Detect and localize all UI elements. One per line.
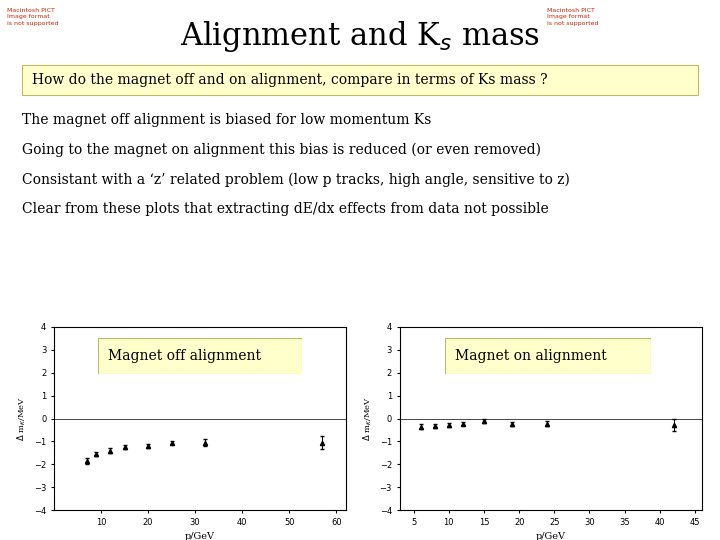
FancyBboxPatch shape	[22, 65, 698, 94]
Text: Macintosh PICT
Image format
is not supported: Macintosh PICT Image format is not suppo…	[7, 8, 59, 25]
Text: How do the magnet off and on alignment, compare in terms of Ks mass ?: How do the magnet off and on alignment, …	[32, 73, 547, 86]
X-axis label: p/GeV: p/GeV	[185, 532, 215, 540]
Text: Clear from these plots that extracting dE/dx effects from data not possible: Clear from these plots that extracting d…	[22, 202, 549, 217]
Y-axis label: $\Delta$ m$_K$/MeV: $\Delta$ m$_K$/MeV	[361, 396, 374, 441]
Text: Macintosh PICT
Image format
is not supported: Macintosh PICT Image format is not suppo…	[547, 8, 599, 25]
Text: The magnet off alignment is biased for low momentum Ks: The magnet off alignment is biased for l…	[22, 113, 431, 127]
Y-axis label: $\Delta$ m$_K$/MeV: $\Delta$ m$_K$/MeV	[16, 396, 28, 441]
Text: Going to the magnet on alignment this bias is reduced (or even removed): Going to the magnet on alignment this bi…	[22, 143, 541, 158]
Text: Alignment and K$_s$ mass: Alignment and K$_s$ mass	[180, 19, 540, 54]
Text: Consistant with a ‘z’ related problem (low p tracks, high angle, sensitive to z): Consistant with a ‘z’ related problem (l…	[22, 173, 570, 187]
X-axis label: p/GeV: p/GeV	[536, 532, 566, 540]
